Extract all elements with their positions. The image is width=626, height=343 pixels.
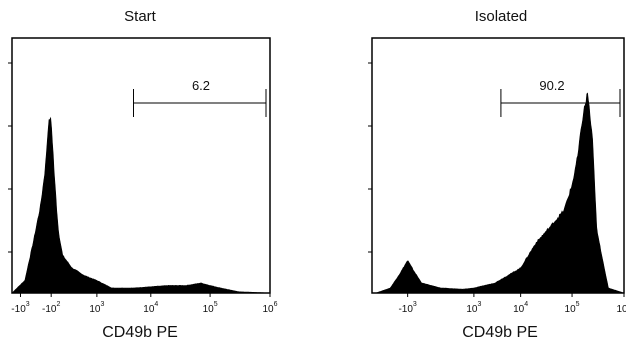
- x-tick-label: 105: [203, 301, 218, 315]
- x-axis-label: CD49b PE: [462, 324, 538, 341]
- x-tick-label: -103: [398, 301, 416, 315]
- x-tick-label: 104: [143, 301, 158, 315]
- x-tick-label: -103: [11, 301, 29, 315]
- x-tick-label: 105: [565, 301, 580, 315]
- gate-bracket: [132, 89, 267, 117]
- x-tick-label: 106: [616, 301, 626, 315]
- histogram-area: [11, 116, 270, 294]
- x-tick-label: 103: [466, 301, 481, 315]
- histogram-area: [375, 92, 625, 294]
- x-tick-label: 103: [89, 301, 104, 315]
- plot-frame: [371, 37, 625, 294]
- plot-frame: [11, 37, 271, 294]
- x-axis-label: CD49b PE: [102, 324, 178, 341]
- panel-title: Start: [124, 8, 157, 25]
- gate-label: 6.2: [192, 78, 210, 93]
- x-tick-label: -102: [42, 301, 60, 315]
- gate-bracket: [500, 89, 621, 117]
- x-tick-label: 104: [513, 301, 528, 315]
- histogram-panel-isolated: Isolated CD49b PE 90.2 -103 103 104 105 106: [368, 8, 626, 341]
- panel-title: Isolated: [475, 8, 528, 25]
- histogram-panel-start: Start CD49b PE 6.2 -103 -102 103 104 105 106: [8, 8, 278, 341]
- x-tick-label: 106: [262, 301, 277, 315]
- gate-label: 90.2: [539, 78, 564, 93]
